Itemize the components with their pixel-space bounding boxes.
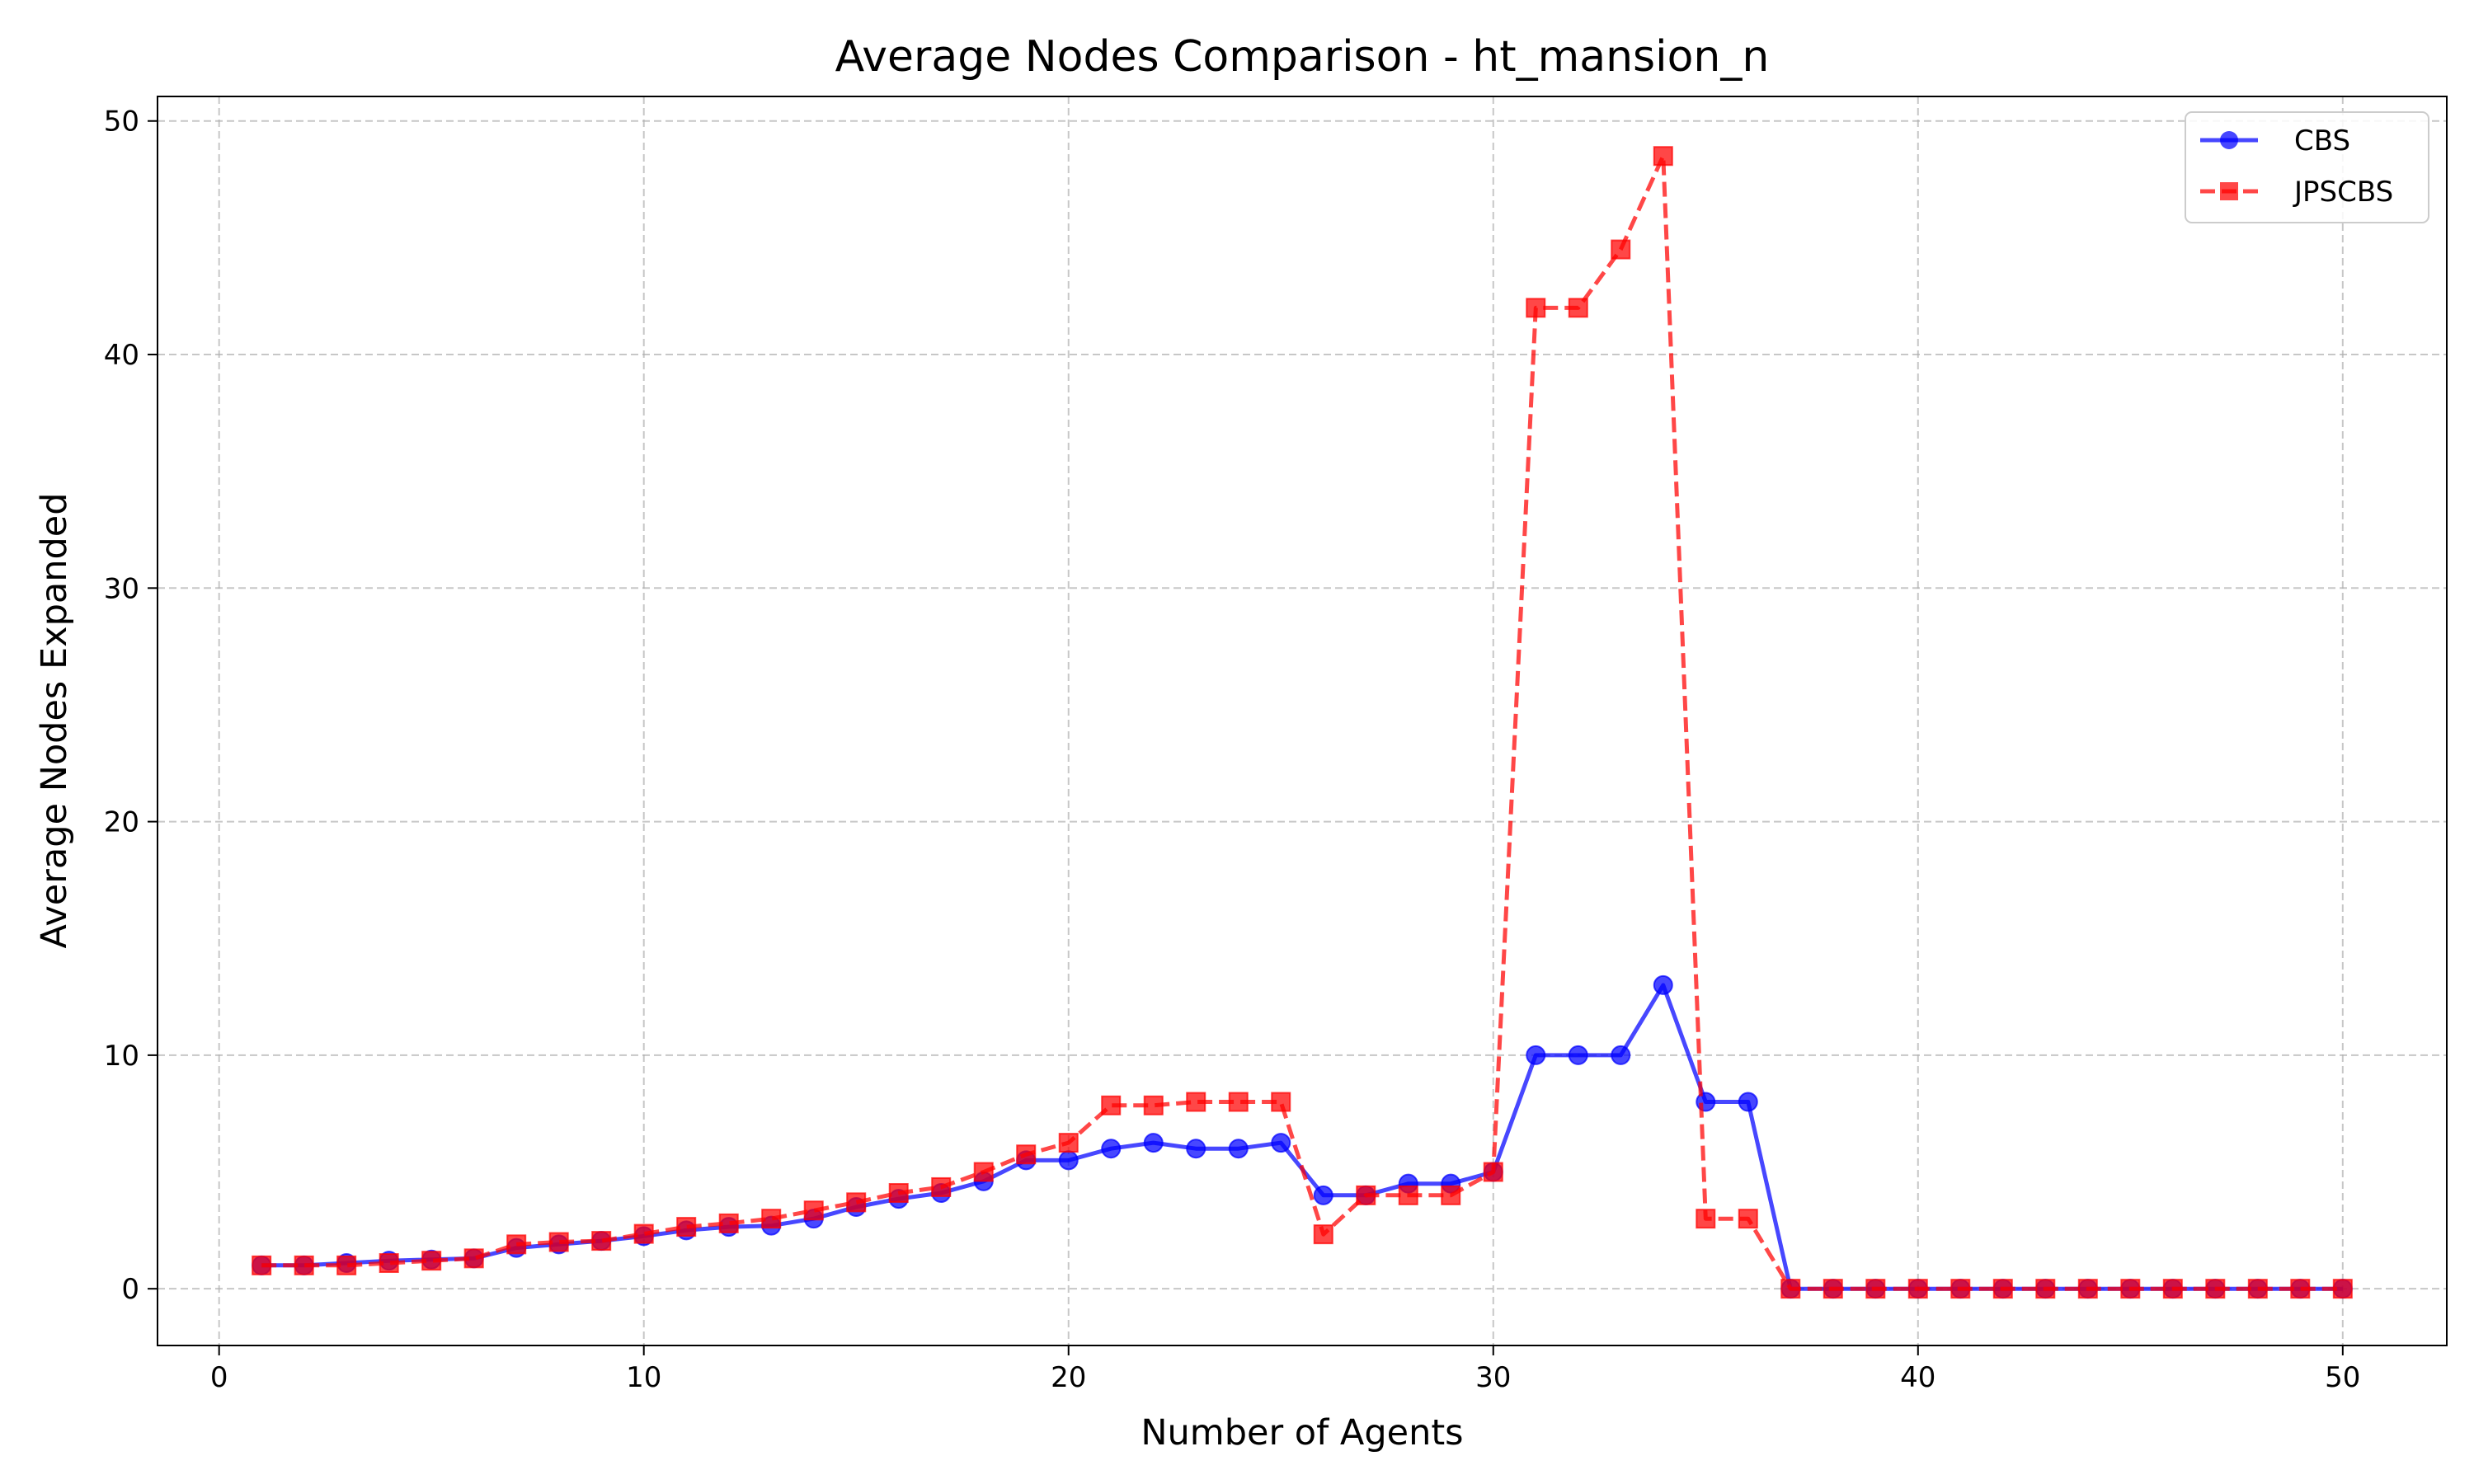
data-point	[718, 1213, 739, 1233]
y-axis: 0 10 20 30 40 50	[104, 106, 158, 1306]
x-axis-label: Number of Agents	[1141, 1412, 1463, 1453]
data-point	[2205, 1279, 2226, 1299]
data-point	[1143, 1133, 1164, 1153]
data-point	[1823, 1279, 1843, 1299]
data-point	[1526, 298, 1546, 318]
data-point	[633, 1223, 654, 1244]
data-point	[1738, 1209, 1758, 1229]
y-tick-label: 40	[104, 339, 139, 372]
x-tick-label: 0	[210, 1361, 228, 1394]
data-point	[846, 1192, 867, 1213]
chart-title: Average Nodes Comparison - ht_mansion_n	[835, 32, 1770, 82]
legend-marker	[2220, 182, 2238, 200]
data-point	[294, 1255, 314, 1275]
data-point	[676, 1217, 697, 1237]
data-point	[2035, 1279, 2056, 1299]
data-point	[1568, 1045, 1588, 1065]
data-point	[973, 1162, 994, 1182]
data-point	[1228, 1139, 1249, 1159]
x-axis: 0 10 20 30 40 50	[210, 1345, 2360, 1394]
data-point	[1992, 1279, 2013, 1299]
data-point	[1526, 1045, 1546, 1065]
data-point	[1101, 1095, 1122, 1115]
legend-label: JPSCBS	[2293, 176, 2393, 209]
data-point	[1313, 1185, 1333, 1205]
grid	[158, 96, 2447, 1345]
y-tick-label: 30	[104, 572, 139, 605]
data-point	[2162, 1279, 2183, 1299]
y-tick-label: 50	[104, 106, 139, 139]
data-point	[2077, 1279, 2098, 1299]
y-tick-label: 0	[121, 1273, 139, 1306]
data-point	[1950, 1279, 1971, 1299]
data-point	[2290, 1279, 2311, 1299]
y-axis-label: Average Nodes Expanded	[34, 492, 75, 948]
data-point	[548, 1232, 569, 1252]
data-point	[1441, 1185, 1461, 1205]
y-tick-label: 10	[104, 1040, 139, 1073]
x-tick-label: 50	[2325, 1361, 2360, 1394]
data-point	[888, 1183, 909, 1204]
data-point	[1271, 1133, 1291, 1153]
legend-label: CBS	[2294, 124, 2350, 157]
data-point	[463, 1248, 484, 1269]
data-point	[252, 1255, 272, 1275]
x-tick-label: 10	[626, 1361, 661, 1394]
data-point	[1356, 1185, 1376, 1205]
data-point	[1186, 1092, 1206, 1112]
data-point	[1398, 1185, 1418, 1205]
data-point	[336, 1255, 357, 1275]
data-point	[379, 1253, 399, 1274]
data-point	[591, 1231, 612, 1252]
x-tick-label: 40	[1900, 1361, 1935, 1394]
y-tick-label: 20	[104, 806, 139, 839]
data-point	[1611, 239, 1631, 260]
data-point	[1611, 1045, 1631, 1065]
data-point	[1016, 1144, 1037, 1165]
data-point	[1780, 1279, 1801, 1299]
data-point	[2120, 1279, 2141, 1299]
legend-entry: JPSCBS	[2200, 176, 2393, 209]
data-point	[1271, 1092, 1291, 1112]
series-group	[252, 146, 2353, 1299]
data-point	[1143, 1095, 1164, 1115]
data-point	[1186, 1139, 1206, 1159]
legend-marker	[2220, 131, 2238, 149]
data-point	[1653, 974, 1673, 995]
legend: CBS JPSCBS	[2185, 111, 2429, 223]
data-point	[931, 1176, 952, 1197]
data-point	[1058, 1150, 1079, 1171]
data-point	[1228, 1092, 1249, 1112]
data-point	[506, 1234, 527, 1255]
x-tick-label: 20	[1051, 1361, 1086, 1394]
data-point	[2247, 1279, 2268, 1299]
legend-entry: CBS	[2200, 124, 2350, 157]
data-point	[803, 1200, 824, 1221]
data-point	[1738, 1092, 1758, 1112]
plot-frame	[157, 96, 2448, 1346]
data-point	[421, 1251, 442, 1271]
x-tick-label: 30	[1475, 1361, 1511, 1394]
data-point	[1865, 1279, 1886, 1299]
series-jpscbs	[252, 146, 2353, 1299]
data-point	[2332, 1279, 2353, 1299]
data-point	[761, 1209, 782, 1229]
data-point	[1653, 146, 1673, 167]
data-point	[1568, 298, 1588, 318]
data-point	[1696, 1209, 1716, 1229]
data-point	[1313, 1224, 1333, 1245]
data-point	[1101, 1139, 1122, 1159]
data-point	[1907, 1279, 1928, 1299]
series-line-jpscbs	[261, 153, 2343, 1291]
data-point	[1483, 1162, 1503, 1182]
data-point	[1058, 1133, 1079, 1153]
